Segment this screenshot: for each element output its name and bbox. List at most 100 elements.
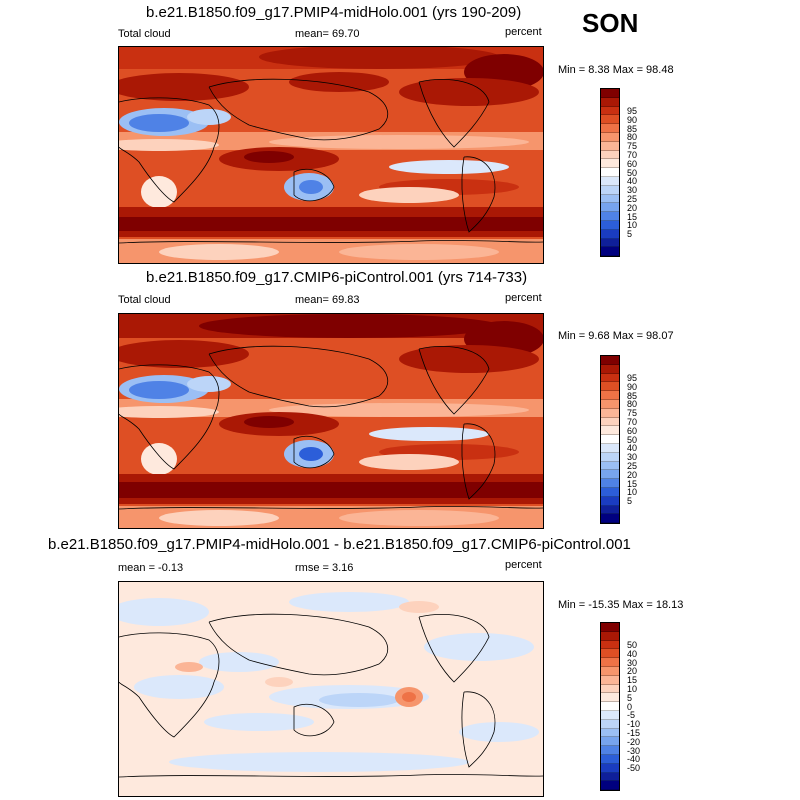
colorbar-label: 0 bbox=[627, 701, 633, 712]
panel-2-map-svg bbox=[119, 314, 543, 528]
colorbar-label: 5 bbox=[627, 229, 633, 240]
panel-2-map bbox=[118, 313, 544, 529]
panel-2-units-label: percent bbox=[505, 292, 542, 304]
colorbar-label: 85 bbox=[627, 123, 638, 134]
colorbar-swatch bbox=[601, 487, 619, 497]
colorbar-swatch bbox=[601, 631, 619, 641]
colorbar-swatch bbox=[601, 754, 619, 764]
colorbar-swatch bbox=[601, 470, 619, 480]
colorbar-label: -15 bbox=[627, 728, 641, 738]
colorbar-swatch bbox=[601, 479, 619, 488]
colorbar-label: 30 bbox=[627, 452, 638, 463]
colorbar-label: 95 bbox=[627, 106, 638, 116]
colorbar-swatch bbox=[601, 417, 619, 427]
colorbar-swatch bbox=[601, 623, 619, 632]
colorbar-swatch bbox=[601, 719, 619, 729]
colorbar-label: 20 bbox=[627, 202, 638, 213]
colorbar-label: 5 bbox=[627, 496, 633, 507]
colorbar-label: -10 bbox=[627, 719, 641, 730]
colorbar-swatch bbox=[601, 496, 619, 506]
colorbar-swatch bbox=[601, 408, 619, 418]
colorbar-label: 70 bbox=[627, 150, 638, 160]
panel-1-title: b.e21.B1850.f09_g17.PMIP4-midHolo.001 (y… bbox=[146, 4, 522, 21]
colorbar-label: 20 bbox=[627, 469, 638, 480]
colorbar-label: -5 bbox=[627, 710, 636, 721]
panel-1-variable-label: Total cloud bbox=[118, 28, 171, 40]
colorbar-swatches bbox=[600, 88, 620, 258]
colorbar-swatch bbox=[601, 185, 619, 195]
colorbar-swatches bbox=[600, 355, 620, 525]
panel-1-minmax: Min = 8.38 Max = 98.48 bbox=[558, 64, 674, 76]
colorbar-label: 50 bbox=[627, 167, 638, 178]
panel-1-map bbox=[118, 46, 544, 264]
panel-3-map-svg bbox=[119, 582, 543, 796]
colorbar-swatch bbox=[601, 373, 619, 383]
colorbar-label: 30 bbox=[627, 185, 638, 196]
colorbar-label: 40 bbox=[627, 176, 638, 187]
colorbar-label: 15 bbox=[627, 211, 638, 222]
colorbar-label: -50 bbox=[627, 763, 641, 774]
colorbar-swatch bbox=[601, 435, 619, 444]
colorbar-swatch bbox=[601, 168, 619, 177]
colorbar-label: 10 bbox=[627, 684, 638, 694]
colorbar-swatch bbox=[601, 514, 619, 524]
colorbar-label: 30 bbox=[627, 657, 638, 668]
colorbar-swatch bbox=[601, 229, 619, 239]
colorbar-swatch bbox=[601, 364, 619, 374]
colorbar-label: 60 bbox=[627, 425, 638, 436]
colorbar-swatch bbox=[601, 684, 619, 694]
colorbar-label: 40 bbox=[627, 443, 638, 454]
colorbar-swatch bbox=[601, 194, 619, 204]
colorbar-label: 40 bbox=[627, 648, 638, 659]
colorbar-swatch bbox=[601, 115, 619, 125]
colorbar-swatch bbox=[601, 443, 619, 453]
colorbar-label: -20 bbox=[627, 736, 641, 747]
colorbar-swatch bbox=[601, 141, 619, 151]
colorbar-label: 50 bbox=[627, 434, 638, 445]
colorbar-swatch bbox=[601, 106, 619, 116]
colorbar-swatch bbox=[601, 356, 619, 365]
panel-3-rmse-label: rmse = 3.16 bbox=[295, 562, 354, 574]
colorbar-swatch bbox=[601, 658, 619, 667]
panel-3-title: b.e21.B1850.f09_g17.PMIP4-midHolo.001 - … bbox=[48, 536, 631, 553]
colorbar-swatch bbox=[601, 693, 619, 703]
colorbar-swatch bbox=[601, 737, 619, 747]
colorbar-label: 10 bbox=[627, 487, 638, 498]
colorbar-swatch bbox=[601, 426, 619, 436]
colorbar-label: -30 bbox=[627, 745, 641, 756]
panel-3-minmax: Min = -15.35 Max = 18.13 bbox=[558, 599, 684, 611]
colorbar-label: 50 bbox=[627, 640, 638, 650]
colorbar-label: 5 bbox=[627, 692, 633, 703]
colorbar-label: 15 bbox=[627, 478, 638, 489]
panel-2-title: b.e21.B1850.f09_g17.CMIP6-piControl.001 … bbox=[146, 269, 528, 286]
colorbar-label: 25 bbox=[627, 461, 638, 471]
colorbar-swatch bbox=[601, 97, 619, 107]
panel-3-mean-label: mean = -0.13 bbox=[118, 562, 184, 574]
season-label: SON bbox=[582, 8, 639, 38]
panel-2-variable-label: Total cloud bbox=[118, 294, 171, 306]
colorbar-swatch bbox=[601, 150, 619, 160]
colorbar-swatch bbox=[601, 238, 619, 248]
colorbar-swatches bbox=[600, 622, 620, 792]
colorbar-swatch bbox=[601, 772, 619, 782]
colorbar-swatch bbox=[601, 728, 619, 738]
colorbar-swatch bbox=[601, 675, 619, 685]
colorbar-swatch bbox=[601, 640, 619, 650]
colorbar-swatch bbox=[601, 391, 619, 400]
colorbar-swatch bbox=[601, 452, 619, 462]
colorbar-swatch bbox=[601, 505, 619, 515]
colorbar-label: 75 bbox=[627, 141, 638, 152]
panel-1-units-label: percent bbox=[505, 26, 542, 38]
panel-3-units-label: percent bbox=[505, 559, 542, 571]
colorbar-swatch bbox=[601, 159, 619, 169]
panel-1-mean-label: mean= 69.70 bbox=[295, 28, 360, 40]
colorbar-label: 90 bbox=[627, 381, 638, 392]
colorbar-swatch bbox=[601, 89, 619, 98]
panel-2-mean-label: mean= 69.83 bbox=[295, 294, 360, 306]
colorbar-swatch bbox=[601, 203, 619, 213]
colorbar-label: 80 bbox=[627, 399, 638, 410]
colorbar-swatch bbox=[601, 710, 619, 720]
colorbar-label: 90 bbox=[627, 114, 638, 125]
colorbar-swatch bbox=[601, 247, 619, 257]
colorbar-swatch bbox=[601, 666, 619, 676]
